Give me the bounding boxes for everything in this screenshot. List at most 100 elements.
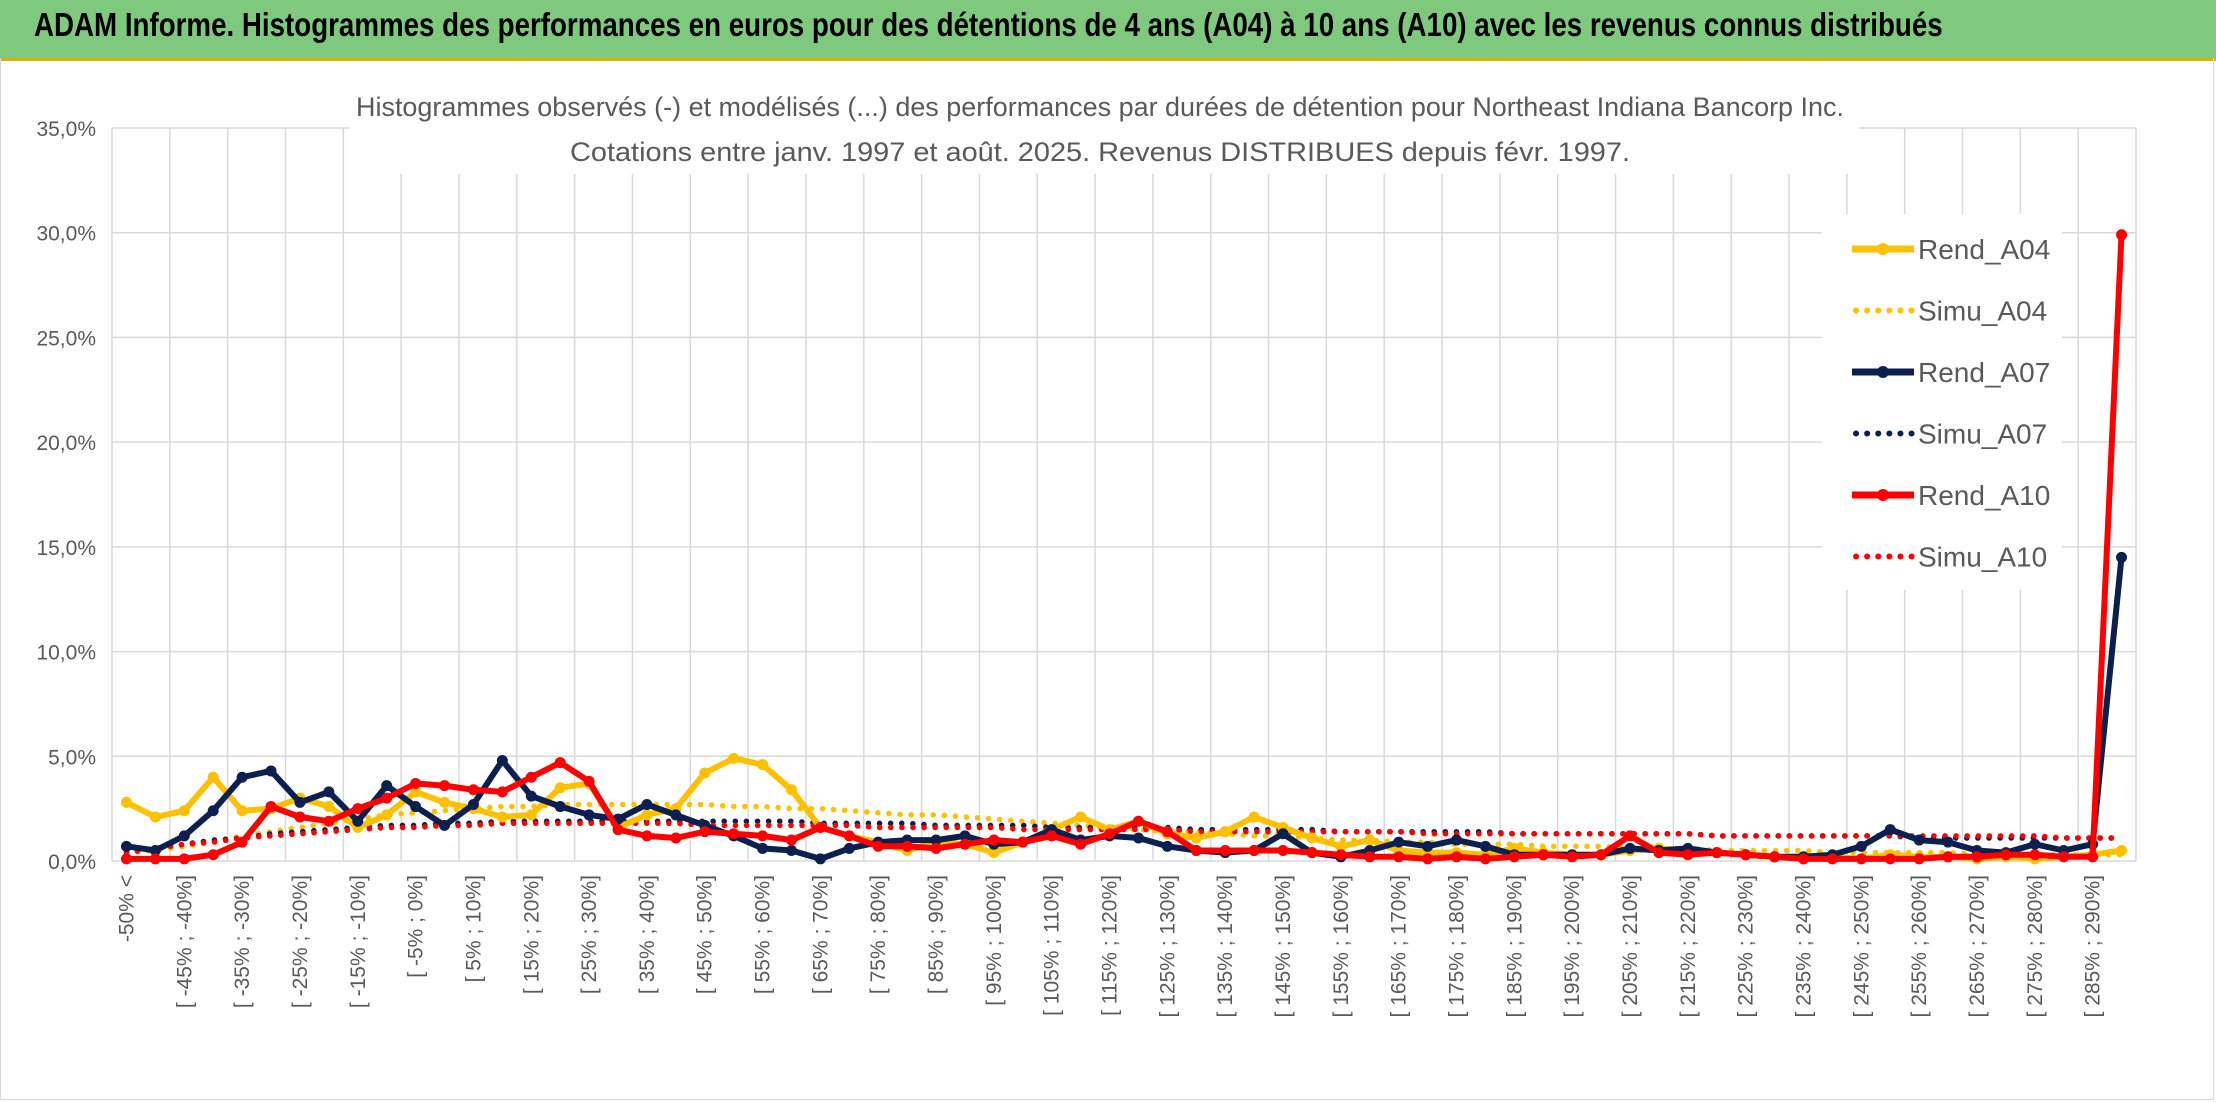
data-point xyxy=(641,798,653,810)
data-point xyxy=(583,809,595,821)
chart-subtitle: Cotations entre janv. 1997 et août. 2025… xyxy=(570,137,1630,167)
data-point xyxy=(1393,851,1405,863)
data-point xyxy=(1248,845,1260,857)
data-point xyxy=(1393,836,1405,848)
x-tick-label: [ 15% ; 20%] xyxy=(520,875,543,994)
data-point xyxy=(699,767,711,779)
data-point xyxy=(352,815,364,827)
data-point xyxy=(1451,834,1463,846)
x-tick-label: [ 5% ; 10%] xyxy=(462,875,485,982)
data-point xyxy=(467,784,479,796)
y-tick-label: 15,0% xyxy=(36,537,96,560)
data-point xyxy=(728,828,740,840)
x-tick-label: [ 285% ; 290%] xyxy=(2082,875,2105,1017)
data-point xyxy=(1277,828,1289,840)
x-tick-label: [ 155% ; 160%] xyxy=(1330,875,1353,1017)
x-tick-label: [ 205% ; 210%] xyxy=(1619,875,1642,1017)
data-point xyxy=(467,798,479,810)
data-point xyxy=(1884,853,1896,865)
x-tick-label: [ 165% ; 170%] xyxy=(1388,875,1411,1017)
x-tick-label: [ 115% ; 120%] xyxy=(1099,875,1122,1016)
data-point xyxy=(2087,851,2099,863)
data-point xyxy=(785,834,797,846)
data-point xyxy=(1248,811,1260,823)
data-point xyxy=(1769,851,1781,863)
x-tick-label: [ 135% ; 140%] xyxy=(1214,875,1237,1017)
data-point xyxy=(1942,836,1954,848)
data-point xyxy=(554,757,566,769)
data-point xyxy=(1306,847,1318,859)
data-point xyxy=(959,838,971,850)
data-point xyxy=(178,853,190,865)
data-point xyxy=(1624,830,1636,842)
data-point xyxy=(1219,826,1231,838)
data-point xyxy=(236,805,248,817)
data-point xyxy=(1942,851,1954,863)
data-point xyxy=(178,830,190,842)
x-tick-label: [ 195% ; 200%] xyxy=(1561,875,1584,1017)
data-point xyxy=(1306,832,1318,844)
data-point xyxy=(1075,838,1087,850)
data-point xyxy=(1537,849,1549,861)
x-tick-label: [ -15% ; -10%] xyxy=(347,875,370,1008)
chart-title: Histogrammes observés (-) et modélisés (… xyxy=(356,92,1844,122)
data-point xyxy=(323,801,335,813)
data-point xyxy=(265,801,277,813)
x-tick-label: [ 175% ; 180%] xyxy=(1446,875,1469,1017)
data-point xyxy=(1740,849,1752,861)
data-point xyxy=(120,840,132,852)
legend-label: Rend_A10 xyxy=(1918,480,2050,511)
data-point xyxy=(670,809,682,821)
data-point xyxy=(1075,811,1087,823)
data-point xyxy=(641,830,653,842)
chart-frame xyxy=(0,58,2214,1100)
data-point xyxy=(757,759,769,771)
data-point xyxy=(2058,851,2070,863)
data-point xyxy=(1422,853,1434,865)
header-banner: ADAM Informe. Histogrammes des performan… xyxy=(0,0,2216,61)
series-line-rend-a07 xyxy=(123,554,2125,862)
x-tick-label: [ 265% ; 270%] xyxy=(1966,875,1989,1017)
y-tick-label: 10,0% xyxy=(36,642,96,665)
x-tick-label: [ 55% ; 60%] xyxy=(752,875,775,994)
data-point xyxy=(670,832,682,844)
page-title: ADAM Informe. Histogrammes des performan… xyxy=(34,6,1943,43)
data-point xyxy=(1017,836,1029,848)
x-tick-label: [ 125% ; 130%] xyxy=(1156,875,1179,1017)
legend-label: Simu_A10 xyxy=(1918,542,2047,573)
data-point xyxy=(1624,842,1636,854)
x-tick-label: [ -45% ; -40%] xyxy=(173,875,196,1008)
data-point xyxy=(1797,853,1809,865)
x-tick-label: [ 95% ; 100%] xyxy=(983,875,1006,1006)
x-tick-label: [ 255% ; 260%] xyxy=(1908,875,1931,1017)
legend-label: Rend_A07 xyxy=(1918,357,2050,388)
data-point xyxy=(930,842,942,854)
y-tick-label: 30,0% xyxy=(36,223,96,246)
legend-background xyxy=(1822,214,2062,590)
x-tick-label: [ 235% ; 240%] xyxy=(1792,875,1815,1017)
data-point xyxy=(901,840,913,852)
data-point xyxy=(207,805,219,817)
data-point xyxy=(699,826,711,838)
data-point xyxy=(525,771,537,783)
data-point xyxy=(149,853,161,865)
data-point xyxy=(814,853,826,865)
data-point xyxy=(785,784,797,796)
data-point xyxy=(1422,840,1434,852)
x-tick-label: [ 45% ; 50%] xyxy=(694,875,717,994)
data-point xyxy=(1566,851,1578,863)
data-point xyxy=(120,853,132,865)
data-point xyxy=(843,830,855,842)
data-point xyxy=(1884,824,1896,836)
data-point xyxy=(1971,851,1983,863)
data-point xyxy=(294,796,306,808)
chart-title-area: Histogrammes observés (-) et modélisés (… xyxy=(350,84,1860,174)
data-point xyxy=(525,809,537,821)
data-point xyxy=(1132,832,1144,844)
data-point xyxy=(1913,853,1925,865)
x-axis: -50% < [ -45% ; -40%] [ -35% ; -30%] [ -25%… xyxy=(115,875,2104,1017)
x-tick-label: -50% < xyxy=(115,875,138,942)
data-point xyxy=(410,778,422,790)
data-point xyxy=(1104,828,1116,840)
data-point xyxy=(1653,847,1665,859)
